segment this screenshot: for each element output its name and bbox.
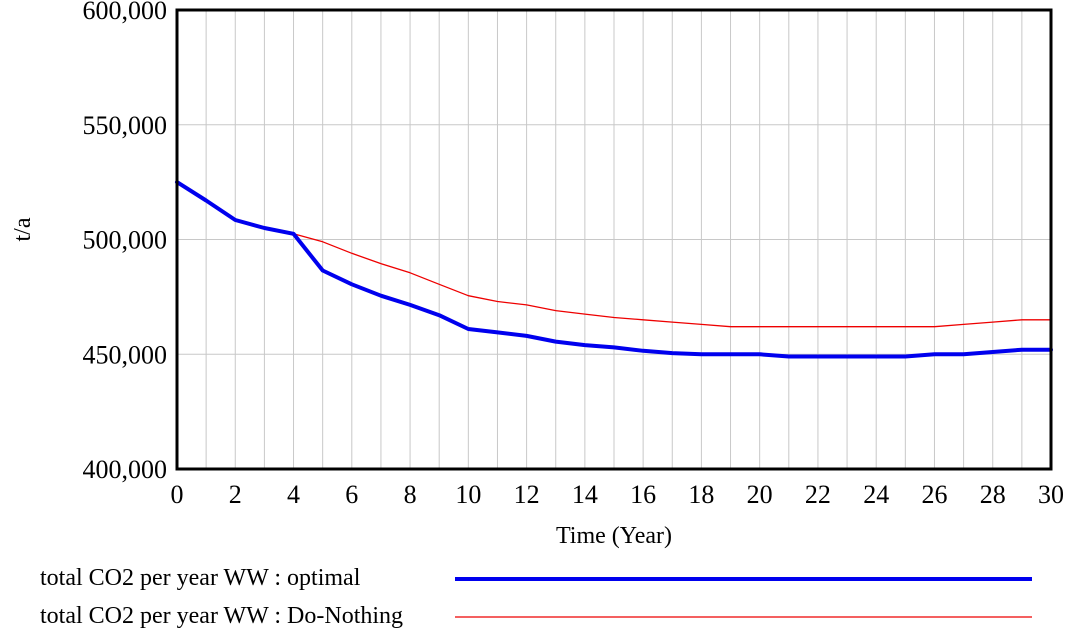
x-tick-label: 28 [980,480,1006,509]
x-tick-labels: 0 2 4 6 8 10 12 14 16 18 20 22 24 26 28 30 [171,480,1065,509]
x-tick-label: 18 [688,480,714,509]
x-tick-label: 4 [287,480,300,509]
y-tick-label: 500,000 [83,226,168,255]
series-layer [175,180,1053,359]
legend-label-optimal: total CO2 per year WW : optimal [40,565,361,591]
y-axis-title: t/a [10,217,36,241]
x-axis-title: Time (Year) [556,523,672,549]
grid [177,10,1051,469]
x-tick-label: 2 [229,480,242,509]
x-tick-label: 16 [630,480,656,509]
series-line-do-nothing [176,181,1052,328]
plot-frame [175,8,1053,471]
y-tick-label: 400,000 [83,455,168,484]
x-tick-label: 22 [805,480,831,509]
x-tick-label: 24 [863,480,889,509]
x-tick-label: 6 [345,480,358,509]
x-tick-label: 14 [572,480,598,509]
x-tick-label: 26 [921,480,947,509]
x-tick-label: 0 [171,480,184,509]
x-tick-label: 30 [1038,480,1064,509]
x-tick-label: 10 [455,480,481,509]
y-tick-label: 450,000 [83,340,168,369]
y-tick-label: 600,000 [83,0,168,25]
x-tick-label: 20 [747,480,773,509]
y-tick-labels: 400,000 450,000 500,000 550,000 600,000 [83,0,168,484]
x-tick-label: 12 [514,480,540,509]
legend-label-do-nothing: total CO2 per year WW : Do-Nothing [40,603,403,629]
x-tick-label: 8 [404,480,417,509]
legend: total CO2 per year WW : optimal total CO… [40,565,1032,629]
series-line-optimal [175,180,1053,359]
y-tick-label: 550,000 [83,111,168,140]
